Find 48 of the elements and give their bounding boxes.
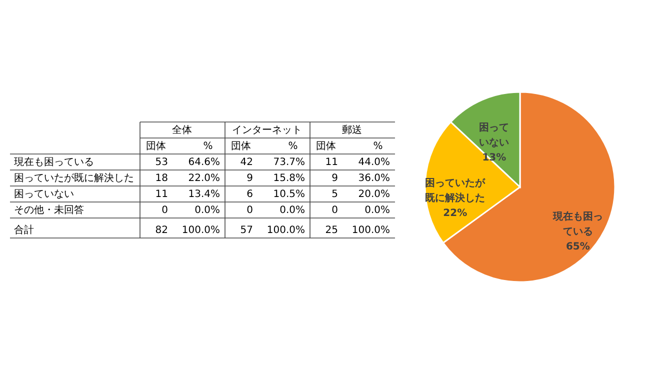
text: 42 — [240, 157, 253, 168]
text: 現在も困っている — [14, 156, 94, 168]
text: 11 — [155, 189, 168, 200]
text: 9 — [246, 173, 253, 184]
text: 13.4% — [188, 189, 220, 200]
text: 0 — [246, 205, 253, 216]
text: 0 — [162, 205, 168, 216]
text: % — [203, 141, 213, 152]
data-label: 65% — [566, 242, 590, 253]
text: 53 — [155, 157, 168, 168]
text: 0.0% — [364, 205, 390, 216]
text: 10.5% — [273, 189, 305, 200]
text: 合計 — [14, 224, 34, 236]
text: インターネット — [232, 125, 302, 136]
text: 22.0% — [188, 173, 220, 184]
text: 困っていたが既に解決した — [14, 172, 134, 184]
text: 44.0% — [358, 157, 390, 168]
text: 100.0% — [266, 225, 305, 236]
data-label: 22% — [443, 208, 468, 219]
text: 団体 — [146, 140, 166, 152]
text: 全体 — [172, 124, 192, 136]
slice-label: 現在も困っている — [552, 210, 603, 238]
text: 困っていない — [14, 189, 74, 200]
text: 64.6% — [188, 157, 220, 168]
text: 6 — [246, 189, 253, 200]
text: 100.0% — [352, 225, 390, 236]
slice-label: 困っていない — [479, 122, 510, 148]
text: 82 — [155, 225, 168, 236]
text: 郵送 — [342, 124, 362, 136]
text: 0 — [332, 205, 338, 216]
text: 15.8% — [273, 173, 305, 184]
text: 36.0% — [358, 173, 390, 184]
text: 25 — [325, 225, 338, 236]
text: 9 — [332, 173, 338, 184]
text: 団体 — [231, 140, 251, 152]
text: 100.0% — [182, 225, 220, 236]
text: 団体 — [316, 140, 336, 152]
text: 73.7% — [273, 157, 305, 168]
text: 57 — [240, 225, 253, 236]
text: その他・未回答 — [14, 204, 84, 216]
text: 5 — [332, 189, 338, 200]
text: 18 — [155, 173, 168, 184]
text: 20.0% — [358, 189, 390, 200]
text: 0.0% — [280, 205, 305, 216]
text: 0.0% — [194, 205, 220, 216]
text: % — [288, 141, 298, 152]
text: % — [373, 141, 383, 152]
text: 11 — [325, 157, 338, 168]
